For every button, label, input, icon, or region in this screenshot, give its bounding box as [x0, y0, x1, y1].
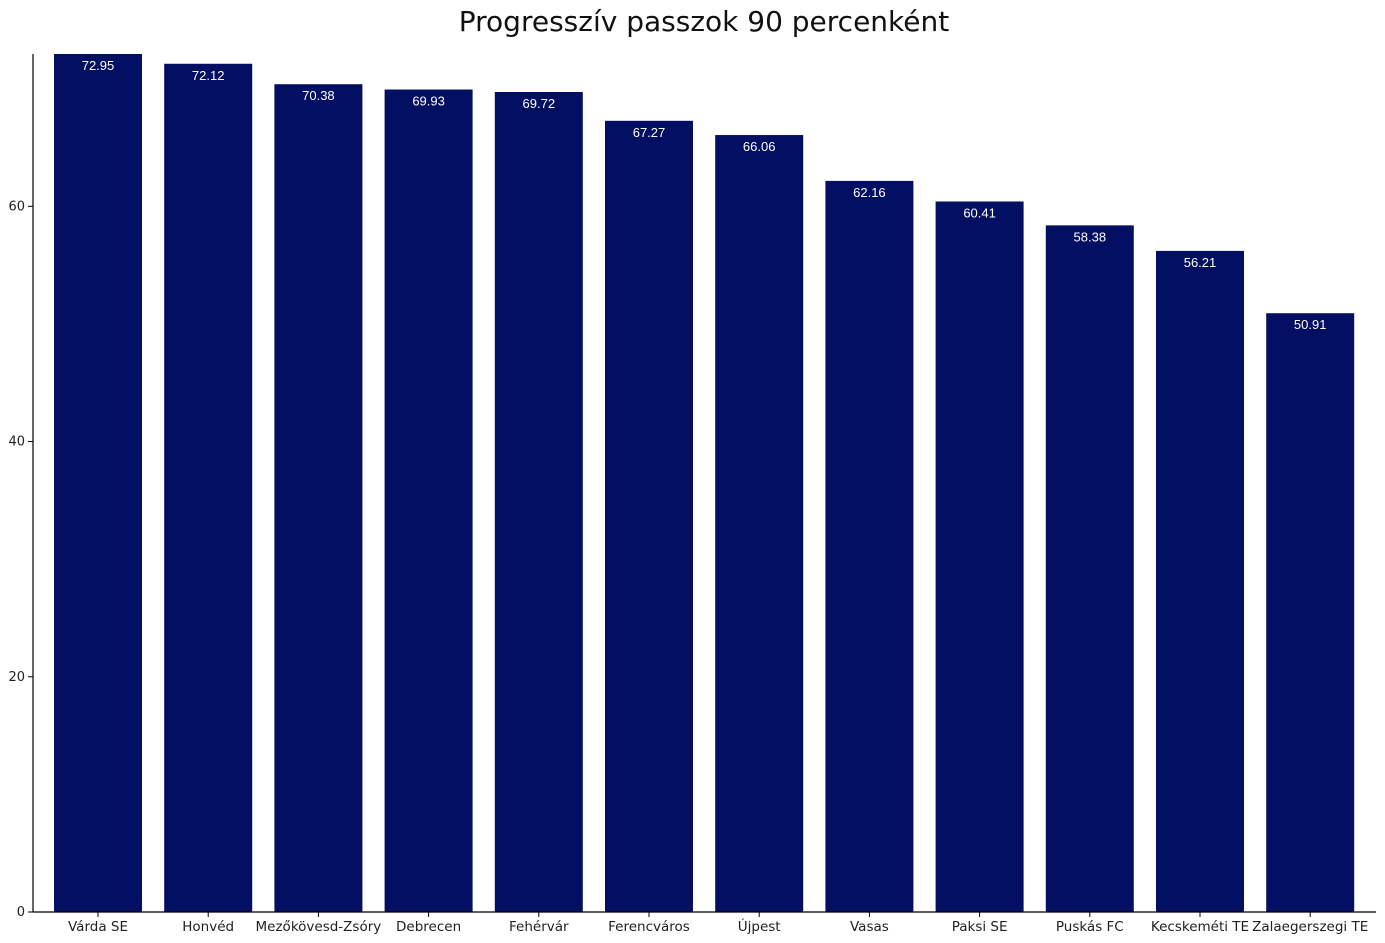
- chart-title: Progresszív passzok 90 percenként: [459, 5, 949, 38]
- bar-8: [935, 201, 1024, 913]
- x-tick-label-2: Mezőkövesd-Zsóry: [256, 919, 382, 935]
- x-tick-label-3: Debrecen: [396, 919, 461, 935]
- bar-value-label-4: 69.72: [523, 96, 556, 111]
- bar-value-label-6: 66.06: [743, 139, 776, 154]
- bar-value-label-10: 56.21: [1184, 255, 1217, 270]
- x-tick-label-9: Puskás FC: [1056, 919, 1124, 935]
- y-tick-label-3: 60: [8, 199, 25, 214]
- y-axis: 0 20 40 60: [8, 54, 34, 920]
- bar-9: [1045, 225, 1134, 913]
- bar-5: [605, 120, 693, 912]
- x-tick-label-10: Kecskeméti TE: [1151, 919, 1249, 935]
- bar-2: [274, 84, 363, 913]
- bar-10: [1156, 250, 1244, 912]
- bar-0: [54, 54, 142, 912]
- x-tick-label-11: Zalaegerszegi TE: [1252, 919, 1368, 935]
- bar-7: [825, 180, 914, 912]
- bar-value-label-9: 58.38: [1074, 229, 1107, 244]
- bar-11: [1266, 313, 1355, 913]
- bar-value-label-7: 62.16: [853, 185, 886, 200]
- bars-group: [54, 54, 1355, 913]
- x-tick-label-6: Újpest: [738, 917, 781, 935]
- value-labels-group: 72.95 72.12 70.38 69.93 69.72 67.27 66.06 62.16…: [82, 58, 1327, 332]
- y-tick-label-1: 20: [8, 670, 25, 685]
- bar-1: [164, 63, 253, 912]
- bar-value-label-1: 72.12: [192, 68, 225, 83]
- bar-value-label-11: 50.91: [1294, 317, 1327, 332]
- bar-4: [494, 91, 583, 913]
- bar-value-label-2: 70.38: [302, 88, 335, 103]
- x-axis: Várda SE Honvéd Mezőkövesd-Zsóry Debrecen Fe…: [33, 911, 1376, 935]
- x-tick-label-4: Fehérvár: [509, 919, 569, 935]
- x-tick-label-5: Ferencváros: [608, 919, 690, 935]
- bar-value-label-5: 67.27: [633, 125, 666, 140]
- bar-6: [715, 135, 804, 913]
- y-tick-label-0: 0: [17, 905, 25, 920]
- x-tick-label-1: Honvéd: [182, 919, 234, 935]
- x-tick-label-8: Paksi SE: [952, 919, 1008, 935]
- bar-value-label-0: 72.95: [82, 58, 115, 73]
- bar-value-label-8: 60.41: [963, 205, 996, 220]
- bar-value-label-3: 69.93: [412, 94, 445, 109]
- y-tick-label-2: 40: [8, 435, 25, 450]
- x-tick-label-7: Vasas: [850, 919, 889, 935]
- bar-3: [384, 89, 473, 912]
- x-tick-label-0: Várda SE: [68, 919, 128, 935]
